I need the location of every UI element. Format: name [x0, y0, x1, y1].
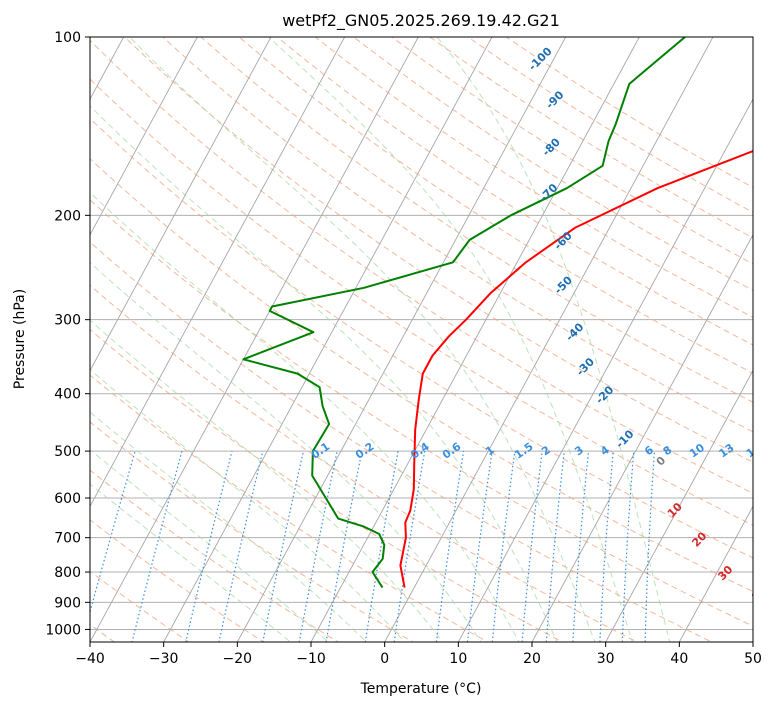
x-tick-label: 20	[523, 651, 541, 667]
x-tick-label: −10	[296, 651, 326, 667]
dewpoint-profile-line	[242, 37, 686, 589]
mixing-ratio-line	[466, 451, 493, 642]
isotherm	[90, 37, 419, 642]
dry-adiabat	[90, 78, 753, 526]
isotherm	[457, 98, 753, 642]
dry-adiabat	[315, 37, 753, 318]
moist-adiabat	[90, 411, 368, 642]
temperature-profile-line	[399, 149, 753, 588]
isotherm	[90, 37, 346, 508]
moist-adiabat	[436, 37, 671, 642]
x-tick-label: −20	[223, 651, 253, 667]
x-axis-label: Temperature (°C)	[360, 681, 482, 697]
mixing-ratio-line	[491, 451, 516, 642]
dry-adiabat	[90, 421, 414, 642]
y-tick-label: 100	[54, 30, 81, 46]
mixing-ratio-line	[298, 450, 338, 642]
y-axis-label: Pressure (hPa)	[12, 289, 28, 389]
mixing-ratio-line	[185, 450, 233, 642]
mixing-ratio-line	[393, 451, 426, 642]
y-tick-label: 900	[54, 595, 81, 611]
isotherm	[163, 37, 493, 642]
y-tick-label: 300	[54, 313, 81, 329]
mixing-ratio-line	[364, 450, 399, 642]
moist-adiabat	[90, 191, 520, 642]
dry-adiabat	[90, 374, 489, 642]
moist-adiabat	[90, 449, 329, 642]
y-tick-label: 200	[54, 208, 81, 224]
isotherm	[384, 37, 714, 642]
dry-adiabat	[162, 37, 753, 433]
y-tick-label: 700	[54, 531, 81, 547]
dry-adiabat	[200, 37, 753, 403]
x-tick-label: 50	[744, 651, 762, 667]
moist-adiabat	[90, 261, 482, 642]
mixing-ratio-line	[435, 451, 465, 642]
moist-adiabat	[90, 319, 444, 642]
x-tick-label: 10	[449, 651, 467, 667]
mixing-ratio-line	[599, 451, 614, 642]
dry-adiabat	[90, 284, 639, 642]
isotherms	[90, 37, 753, 642]
isotherm	[678, 505, 753, 642]
mixing-ratio-line	[521, 451, 543, 642]
y-tick-label: 1000	[45, 622, 81, 638]
x-tick-label: 0	[380, 651, 389, 667]
chart-title: wetPf2_GN05.2025.269.19.42.G21	[282, 11, 560, 31]
x-tick-label: −40	[75, 651, 105, 667]
mixing-ratio-line	[572, 451, 590, 642]
mixing-ratio-line	[325, 450, 363, 642]
y-tick-label: 500	[54, 444, 81, 460]
isotherm	[605, 369, 753, 642]
wetbulb-label: 40	[748, 584, 768, 604]
y-tick-label: 800	[54, 565, 81, 581]
isotherm	[310, 37, 640, 642]
y-tick-label: 400	[54, 387, 81, 403]
mixing-ratio-line	[545, 451, 565, 642]
mixing-ratio-line	[131, 450, 183, 642]
dry-adiabat	[90, 199, 753, 627]
mixing-ratio-label: 16	[744, 441, 764, 461]
mixing-ratio-line	[262, 450, 304, 642]
dry-adiabat	[90, 117, 753, 559]
x-axis-ticks: −40 −30 −20 −10 0 10 20 30 40 50	[75, 642, 762, 667]
isotherm	[236, 37, 567, 642]
isotherm	[90, 37, 198, 236]
plot-frame	[89, 36, 754, 643]
y-tick-label: 600	[54, 491, 81, 507]
moist-adiabat	[129, 37, 596, 642]
dry-adiabat	[90, 570, 190, 642]
x-tick-label: 30	[597, 651, 615, 667]
moist-adiabat	[90, 105, 558, 642]
mixing-ratio-lines	[90, 450, 656, 642]
moist-adiabat	[90, 483, 292, 642]
dry-adiabat	[90, 328, 564, 642]
mixing-ratio-line	[644, 451, 656, 642]
dry-adiabats	[90, 37, 753, 642]
mixing-ratio-line	[90, 450, 136, 614]
x-tick-label: −30	[149, 651, 179, 667]
dry-adiabat	[90, 469, 340, 642]
dry-adiabat	[90, 241, 713, 642]
mixing-ratio-line	[621, 451, 635, 642]
sounding-profiles	[242, 37, 753, 589]
isotherm	[90, 37, 272, 372]
dry-adiabat	[90, 158, 753, 593]
x-tick-label: 40	[670, 651, 688, 667]
isotherm	[531, 233, 753, 642]
y-axis-ticks: 1000 900 800 700 600 500 400 300 200 100	[45, 30, 90, 638]
mixing-ratio-line	[218, 450, 264, 642]
